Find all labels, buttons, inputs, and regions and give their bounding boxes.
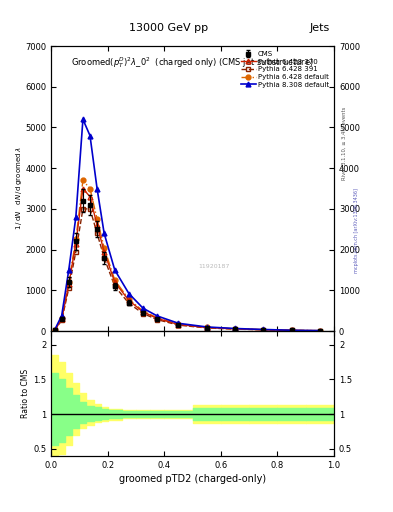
Pythia 6.428 370	[73, 241, 78, 247]
Pythia 6.428 370	[95, 222, 99, 228]
Pythia 6.428 default	[66, 279, 71, 285]
Pythia 6.428 370	[141, 309, 145, 315]
Pythia 6.428 370	[52, 327, 57, 333]
Pythia 6.428 default	[88, 185, 92, 191]
Pythia 6.428 default	[59, 315, 64, 322]
Pythia 6.428 default	[95, 216, 99, 222]
Pythia 6.428 370	[261, 327, 266, 333]
Pythia 8.308 default	[127, 290, 131, 296]
Pythia 6.428 370	[155, 315, 160, 322]
Pythia 6.428 default	[102, 245, 107, 251]
Pythia 6.428 391	[204, 325, 209, 331]
Pythia 8.308 default	[81, 116, 85, 122]
Line: Pythia 8.308 default: Pythia 8.308 default	[52, 117, 322, 333]
Pythia 6.428 370	[88, 194, 92, 200]
Pythia 6.428 370	[318, 328, 322, 334]
Pythia 6.428 default	[233, 326, 237, 332]
Line: Pythia 6.428 370: Pythia 6.428 370	[52, 186, 322, 333]
Pythia 6.428 370	[112, 279, 117, 285]
Pythia 6.428 391	[176, 322, 181, 328]
Line: Pythia 6.428 391: Pythia 6.428 391	[52, 206, 322, 333]
Pythia 6.428 370	[81, 185, 85, 191]
Pythia 8.308 default	[95, 185, 99, 191]
Pythia 8.308 default	[73, 214, 78, 220]
Pythia 6.428 391	[52, 327, 57, 333]
Pythia 6.428 default	[127, 296, 131, 303]
Pythia 6.428 391	[59, 317, 64, 324]
Text: 13000 GeV pp: 13000 GeV pp	[129, 23, 209, 33]
Pythia 6.428 370	[59, 316, 64, 322]
Pythia 6.428 default	[204, 324, 209, 330]
Pythia 8.308 default	[318, 328, 322, 334]
Pythia 8.308 default	[289, 327, 294, 333]
Pythia 8.308 default	[155, 313, 160, 319]
Pythia 6.428 370	[289, 327, 294, 333]
Pythia 6.428 370	[102, 248, 107, 254]
Pythia 6.428 391	[73, 248, 78, 254]
Text: mcplots.cern.ch [arXiv:1306.3436]: mcplots.cern.ch [arXiv:1306.3436]	[354, 188, 359, 273]
Pythia 6.428 391	[88, 206, 92, 212]
Y-axis label: $\mathrm{1}\,/\,\mathrm{d}N\quad\mathrm{d}N\,/\,\mathrm{d\,groomed}\,\lambda$: $\mathrm{1}\,/\,\mathrm{d}N\quad\mathrm{…	[14, 147, 24, 230]
Pythia 8.308 default	[204, 324, 209, 330]
Line: Pythia 6.428 default: Pythia 6.428 default	[52, 178, 322, 333]
Pythia 6.428 391	[66, 285, 71, 291]
Text: Groomed$(p_T^D)^2\lambda\_0^2$  (charged only) (CMS jet substructure): Groomed$(p_T^D)^2\lambda\_0^2$ (charged …	[71, 55, 314, 70]
Pythia 8.308 default	[141, 305, 145, 311]
Pythia 6.428 default	[73, 237, 78, 243]
Pythia 8.308 default	[176, 320, 181, 326]
Pythia 6.428 default	[176, 321, 181, 327]
Y-axis label: Ratio to CMS: Ratio to CMS	[21, 369, 30, 418]
Legend: CMS, Pythia 6.428 370, Pythia 6.428 391, Pythia 6.428 default, Pythia 8.308 defa: CMS, Pythia 6.428 370, Pythia 6.428 391,…	[239, 50, 331, 89]
Pythia 6.428 default	[289, 327, 294, 333]
Pythia 6.428 370	[127, 297, 131, 304]
Pythia 8.308 default	[261, 327, 266, 333]
Pythia 6.428 default	[52, 327, 57, 333]
Pythia 6.428 391	[261, 327, 266, 333]
Text: 11920187: 11920187	[198, 264, 230, 269]
Pythia 6.428 default	[155, 315, 160, 321]
Pythia 6.428 default	[81, 177, 85, 183]
Pythia 6.428 391	[81, 206, 85, 212]
Pythia 6.428 391	[141, 310, 145, 316]
Pythia 6.428 391	[112, 283, 117, 289]
Pythia 8.308 default	[66, 267, 71, 273]
Text: Rivet 3.1.10, ≥ 3.4M events: Rivet 3.1.10, ≥ 3.4M events	[342, 106, 347, 180]
Pythia 8.308 default	[88, 133, 92, 139]
Pythia 6.428 391	[233, 326, 237, 332]
Pythia 6.428 default	[141, 308, 145, 314]
Pythia 6.428 391	[127, 300, 131, 306]
Pythia 6.428 370	[233, 326, 237, 332]
Text: Jets: Jets	[310, 23, 330, 33]
Pythia 8.308 default	[52, 327, 57, 333]
Pythia 6.428 default	[318, 328, 322, 334]
Pythia 6.428 370	[204, 325, 209, 331]
Pythia 6.428 391	[102, 254, 107, 261]
Pythia 6.428 370	[176, 322, 181, 328]
Pythia 6.428 391	[95, 230, 99, 237]
Pythia 8.308 default	[233, 326, 237, 332]
Pythia 6.428 391	[155, 316, 160, 323]
Pythia 8.308 default	[102, 230, 107, 237]
Pythia 6.428 370	[66, 281, 71, 287]
X-axis label: groomed pTD2 (charged-only): groomed pTD2 (charged-only)	[119, 474, 266, 484]
Pythia 6.428 391	[289, 327, 294, 333]
Pythia 6.428 391	[318, 328, 322, 334]
Pythia 8.308 default	[112, 267, 117, 273]
Pythia 6.428 default	[261, 327, 266, 333]
Pythia 8.308 default	[59, 312, 64, 318]
Pythia 6.428 default	[112, 277, 117, 283]
